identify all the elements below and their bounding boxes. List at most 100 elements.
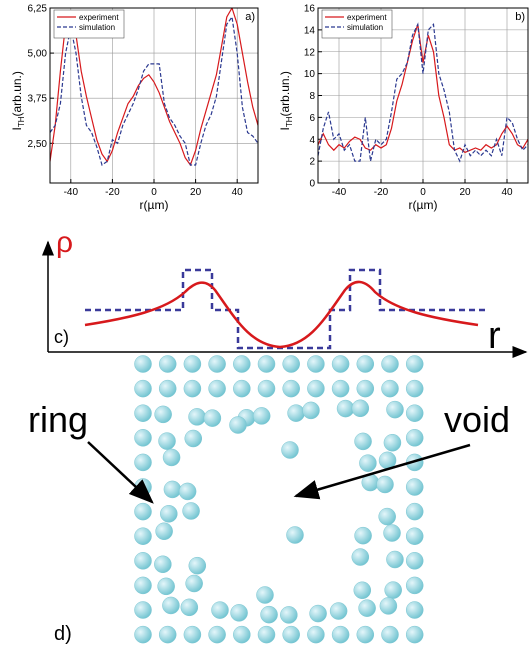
particle [162,596,180,615]
particle [157,577,175,596]
smooth-profile [84,280,479,349]
ring-arrow [87,441,154,504]
x-tick-label: 0 [151,187,157,198]
particle [208,355,226,373]
ring-label: ring [28,399,88,440]
particle [158,432,176,450]
particle [359,454,377,472]
x-tick-label: 40 [232,187,244,198]
particle [280,606,298,624]
x-axis-label: r(µm) [140,198,169,212]
particle [376,475,394,494]
particle [405,527,424,545]
particle [302,401,320,420]
particle [405,404,424,422]
particle [134,625,152,644]
panel-label: a) [245,11,255,23]
step-profile [85,268,485,350]
particle [405,625,424,644]
particle [257,625,276,644]
particle [257,355,276,373]
legend-box [53,9,125,39]
particle [378,507,396,526]
panel-label: c) [54,327,69,347]
particle [405,478,424,496]
particle [379,597,398,615]
particle [381,355,399,373]
particle [383,433,402,452]
particle [331,379,350,398]
legend-label: experiment [347,13,387,22]
series-line [50,15,258,166]
panel-d: ring void d) [28,399,510,645]
particle [307,625,325,644]
particle [356,625,375,644]
x-axis-label: r(µm) [409,198,438,212]
particle [188,408,206,426]
y-tick-label: 0 [309,179,315,190]
series-line [318,24,528,154]
series-line [50,8,258,167]
void-arrow [293,443,471,500]
particle [405,429,424,447]
x-tick-label: 20 [190,187,202,198]
particle [134,429,152,447]
x-tick-label: 20 [459,187,471,198]
y-tick-label: 2 [309,157,315,168]
particle [405,502,424,521]
particle [381,625,399,644]
particle [134,355,152,373]
plot-frame [317,7,529,184]
particle [134,502,152,521]
panel-c: ρ r c) [42,226,528,358]
particle [233,379,251,398]
particle [287,404,305,422]
particle [386,550,404,569]
particle [154,405,172,424]
particle [307,355,325,373]
particle [260,605,278,624]
particle [182,502,200,520]
particle [257,379,276,398]
y-tick-label: 6 [309,113,315,124]
y-tick-label: 6,25 [28,4,48,15]
particle [233,625,251,644]
particle [160,505,178,523]
y-tick-label: 10 [304,69,316,80]
y-label-main: I [278,127,292,130]
particle [134,576,152,595]
particle [282,625,300,644]
particle [203,409,222,427]
particle [282,355,300,373]
particle [233,355,251,373]
particle [383,524,401,542]
x-tick-label: 40 [501,187,513,198]
plot-frame [49,7,259,184]
y-tick-label: 5,00 [28,49,48,60]
particle [134,453,152,472]
particle [354,432,372,451]
chart: 2,50 3,75 5,00 6,25 -40 -20 0 20 40 r(µm) ITH(arb.… [10,4,259,212]
particle [384,581,402,599]
particle [351,399,370,418]
particle [405,552,424,570]
particle [256,586,274,604]
particle [358,599,376,617]
particle [158,355,177,373]
y-tick-label: 3,75 [28,94,48,105]
y-tick-label: 4 [309,135,315,146]
particle [178,482,197,501]
particle [405,601,424,619]
x-tick-label: 0 [420,187,426,198]
particle [134,527,152,545]
particle [183,625,202,644]
particle [188,556,207,575]
particle [405,576,424,595]
particle [381,379,399,398]
particle [158,379,177,398]
particle [286,526,304,544]
legend-box [321,9,393,39]
y-label-sub: TH [285,116,294,127]
